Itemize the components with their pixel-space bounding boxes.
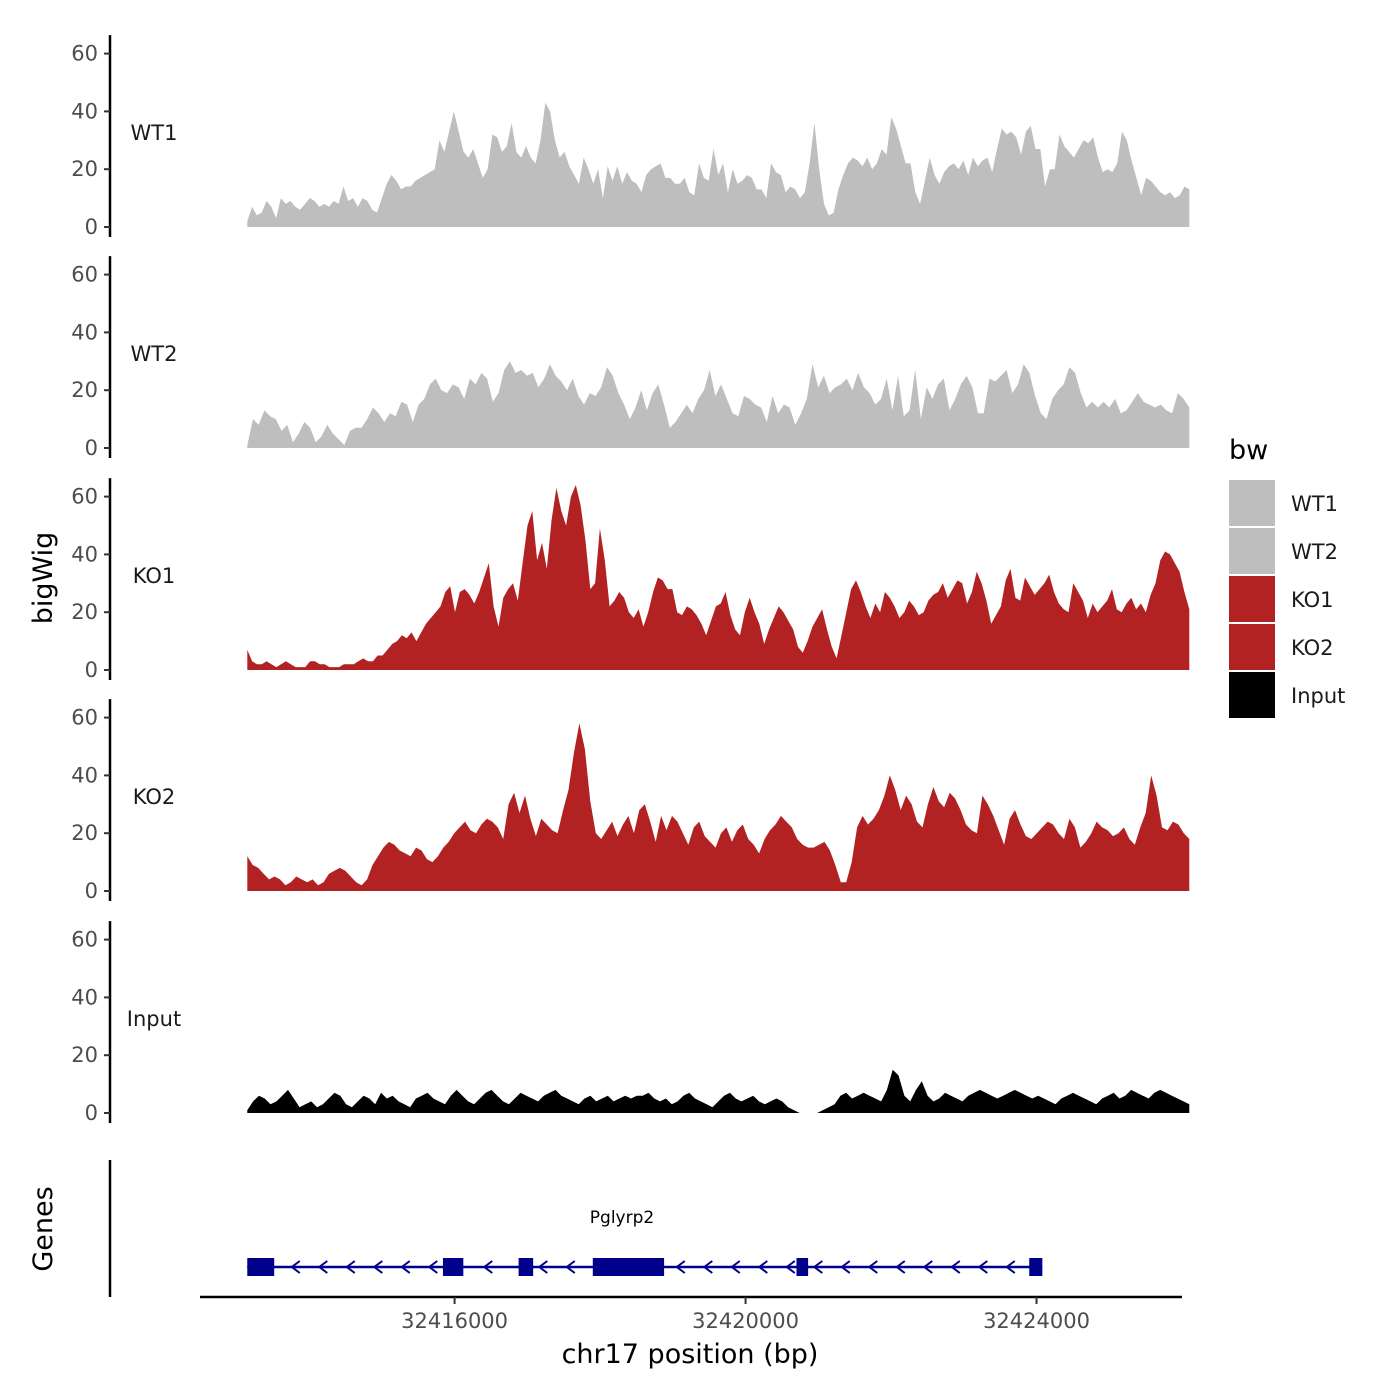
y-tick-label: 40: [71, 320, 98, 344]
y-tick-label: 60: [71, 706, 98, 730]
strand-arrow: [427, 1260, 438, 1274]
track-label: WT1: [131, 121, 178, 145]
x-tick-label: 32416000: [401, 1309, 508, 1333]
legend-key-wt2: [1229, 528, 1275, 574]
y-tick-label: 40: [71, 985, 98, 1009]
exon-block: [247, 1258, 275, 1276]
strand-arrow: [345, 1260, 356, 1274]
y-tick-label: 40: [71, 99, 98, 123]
strand-arrow: [565, 1260, 576, 1274]
y-tick-label: 0: [85, 215, 98, 239]
legend-key-ko1: [1229, 576, 1275, 622]
y-axis-title: bigWig: [28, 532, 59, 625]
x-tick-label: 32424000: [983, 1309, 1090, 1333]
legend-key-ko2: [1229, 624, 1275, 670]
y-tick-label: 20: [71, 378, 98, 402]
y-tick-label: 20: [71, 157, 98, 181]
strand-arrow: [675, 1260, 686, 1274]
track-label: KO1: [133, 564, 176, 588]
strand-arrow: [812, 1260, 823, 1274]
strand-arrow: [730, 1260, 741, 1274]
exon-block: [796, 1258, 809, 1276]
strand-arrow: [1005, 1260, 1016, 1274]
y-tick-label: 20: [71, 600, 98, 624]
strand-arrow: [867, 1260, 878, 1274]
strand-arrow: [290, 1260, 301, 1274]
track-label: WT2: [131, 342, 178, 366]
y-tick-label: 60: [71, 263, 98, 287]
y-tick-label: 40: [71, 763, 98, 787]
y-tick-label: 60: [71, 42, 98, 66]
signal-area-wt1: [247, 102, 1190, 227]
strand-arrow: [895, 1260, 906, 1274]
gene-name-label: Pglyrp2: [590, 1208, 654, 1228]
legend-label: KO1: [1291, 588, 1334, 612]
y-tick-label: 0: [85, 658, 98, 682]
legend-label: WT2: [1291, 540, 1338, 564]
legend: bw WT1 WT2 KO1 KO2 Input: [1229, 435, 1345, 718]
legend-key-wt1: [1229, 480, 1275, 526]
legend-title: bw: [1229, 435, 1268, 466]
strand-arrow: [757, 1260, 768, 1274]
exon-block: [1029, 1258, 1043, 1276]
strand-arrow: [950, 1260, 961, 1274]
track-label: KO2: [133, 785, 176, 809]
track-wt1: 0 20 40 60 WT1: [71, 35, 1190, 239]
x-tick-label: 32420000: [692, 1309, 799, 1333]
gene-track: Genes Pglyrp2: [28, 1160, 1043, 1297]
strand-arrow: [785, 1260, 796, 1274]
signal-area-wt2: [247, 361, 1190, 448]
strand-arrow: [317, 1260, 328, 1274]
legend-label: KO2: [1291, 636, 1334, 660]
strand-arrow: [482, 1260, 493, 1274]
track-wt2: 0 20 40 60 WT2: [71, 256, 1190, 460]
signal-tracks: 0 20 40 60 WT1 0 20 40 60 WT2 0 20 40 60 KO1 0 20 40 60 KO2…: [71, 35, 1190, 1125]
y-tick-label: 0: [85, 1101, 98, 1125]
x-axis-title: chr17 position (bp): [562, 1339, 819, 1370]
strand-arrow: [922, 1260, 933, 1274]
legend-label: WT1: [1291, 492, 1338, 516]
exon-block: [442, 1258, 464, 1276]
strand-arrow: [400, 1260, 411, 1274]
y-tick-label: 60: [71, 485, 98, 509]
x-axis: chr17 position (bp) 32416000 32420000 3242…: [200, 1295, 1182, 1370]
strand-arrow: [977, 1260, 988, 1274]
exon-block: [592, 1258, 665, 1276]
y-tick-label: 60: [71, 928, 98, 952]
legend-label: Input: [1291, 684, 1345, 708]
track-input: 0 20 40 60 Input: [71, 921, 1190, 1125]
legend-key-input: [1229, 672, 1275, 718]
strand-arrow: [702, 1260, 713, 1274]
strand-arrow: [840, 1260, 851, 1274]
signal-area-ko1: [247, 485, 1190, 670]
signal-area-input: [247, 1069, 1190, 1113]
track-ko2: 0 20 40 60 KO2: [71, 699, 1190, 903]
gene-track-title: Genes: [28, 1186, 59, 1271]
y-tick-label: 0: [85, 879, 98, 903]
y-tick-label: 0: [85, 436, 98, 460]
y-tick-label: 40: [71, 542, 98, 566]
track-ko1: 0 20 40 60 KO1: [71, 478, 1190, 682]
strand-arrow: [537, 1260, 548, 1274]
y-tick-label: 20: [71, 821, 98, 845]
signal-area-ko2: [247, 723, 1190, 891]
track-label: Input: [127, 1007, 181, 1031]
exon-block: [518, 1258, 534, 1276]
y-tick-label: 20: [71, 1043, 98, 1067]
strand-arrow: [372, 1260, 383, 1274]
